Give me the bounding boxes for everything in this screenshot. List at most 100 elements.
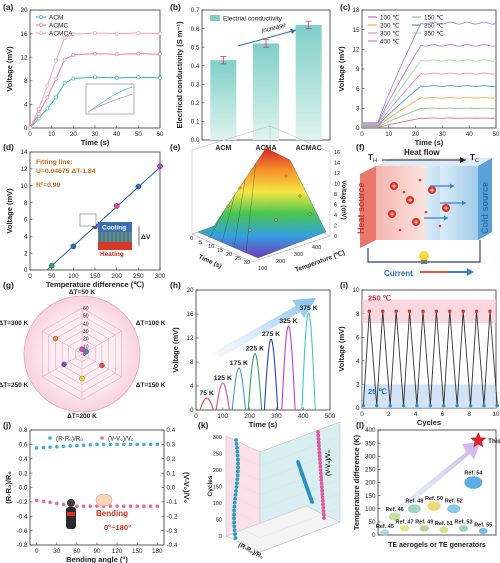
data-point	[158, 52, 162, 57]
data-point	[158, 75, 162, 80]
y2-tick-label: -0.3	[167, 528, 178, 535]
series-line	[247, 353, 263, 411]
y-tick-label: 100	[365, 506, 376, 513]
low-point	[428, 403, 433, 408]
series-label: 75 K	[200, 390, 214, 397]
voltage-point	[41, 499, 46, 504]
series-line	[231, 367, 247, 411]
heating-block	[98, 242, 132, 250]
panel-g: (g) ΔT=50 K ΔT=100 K ΔT=150 K ΔT=200 K ΔT=250…	[0, 280, 166, 420]
resistance-point	[115, 442, 119, 447]
z-axis-label: Cycles	[207, 475, 214, 496]
x-tick-label: 180	[152, 548, 163, 555]
radar-tick-label: 60	[83, 306, 89, 312]
box-edge	[251, 235, 331, 263]
resistance-point	[232, 516, 236, 521]
resistance-point	[232, 508, 237, 513]
z-tick-label: 50	[216, 518, 222, 524]
ref-bubble	[419, 525, 429, 532]
resistance-point	[41, 445, 46, 450]
y-axis-label: (R-R₀)/R₀	[4, 471, 13, 504]
series-label: 325 K	[279, 318, 297, 325]
high-point	[381, 309, 385, 313]
y2-axis-label: (V-V₀)/V₀	[182, 472, 191, 503]
dv-label: ΔV	[141, 234, 151, 241]
voltage-point	[88, 504, 93, 508]
category-label: ACM	[215, 145, 231, 152]
ref-label: Ref. 49	[415, 520, 433, 526]
small-particle	[418, 178, 422, 182]
resistance-point	[88, 442, 93, 447]
arrow-head	[444, 215, 448, 221]
series-label: 175 K	[230, 360, 248, 367]
x-tick-label: 100	[218, 413, 229, 420]
grid-line	[259, 479, 341, 510]
voltage-point	[317, 443, 321, 448]
high-point	[488, 309, 492, 313]
radar-spoke	[81, 330, 122, 355]
radar-axis-label: ΔT=200 K	[67, 413, 97, 420]
y2-tick-label: 0.3	[167, 442, 176, 449]
z-tick-label: 0	[334, 234, 337, 240]
resistance-point	[34, 446, 39, 450]
bar	[295, 24, 322, 140]
y-tick-label: 4	[24, 233, 28, 240]
bar	[253, 43, 279, 140]
high-point	[434, 309, 439, 313]
voltage-point	[319, 485, 324, 489]
x-tick-label: 8	[467, 411, 471, 418]
ref-bubble	[439, 526, 449, 533]
data-point	[54, 95, 58, 100]
high-point	[421, 309, 425, 313]
series-line	[362, 72, 497, 126]
y2-tick-label: 0.0	[167, 485, 176, 492]
z-tick-label: 16	[334, 150, 340, 156]
legend-marker	[39, 31, 43, 35]
x-tick-label: 0	[28, 273, 32, 280]
resistance-point	[48, 445, 52, 449]
y-tick-label: 12	[20, 54, 28, 61]
y-axis-label: Voltage (mV)	[5, 188, 14, 234]
resistance-point	[233, 532, 237, 536]
radar-tick-label: 40	[83, 321, 89, 327]
legend-marker	[39, 23, 43, 27]
data-point	[54, 58, 58, 63]
x-tick-label: 6	[441, 411, 445, 418]
y2-tick-label: 0.2	[167, 456, 176, 463]
y2-tick-label: -0.2	[167, 513, 178, 520]
voltage-point	[135, 504, 139, 508]
y-tick-label: 3	[356, 106, 360, 113]
resistance-point	[135, 442, 139, 447]
panel-label: (a)	[3, 2, 14, 12]
ref-bubble	[388, 512, 401, 521]
y-tick-label: 6	[356, 334, 360, 341]
z-tick-label: 10	[334, 182, 340, 188]
plus-sign: +	[390, 211, 394, 218]
current-label: Current	[384, 269, 413, 278]
legend-label: 350 ℃	[424, 30, 443, 37]
y-tick-label: 20	[186, 287, 194, 294]
series-line	[29, 32, 161, 129]
data-point	[158, 31, 162, 36]
y-tick-label: 0	[356, 405, 360, 412]
meter	[79, 213, 97, 227]
y-tick-label: 8	[24, 200, 28, 207]
fit-equation: U=0.04675 ΔT-1.84	[36, 168, 96, 175]
y-tick-label: 0.6	[191, 26, 200, 33]
grid-line	[259, 436, 341, 467]
series-label: 275 K	[262, 331, 280, 338]
resistance-point	[95, 442, 99, 447]
y2-tick-label: 0.4	[167, 427, 176, 434]
resistance-point	[235, 477, 240, 482]
data-point	[248, 228, 252, 232]
th-sub: H	[373, 158, 377, 164]
data-point	[36, 107, 41, 112]
arrow-head	[290, 29, 296, 34]
x-tick-label: 0	[360, 131, 364, 138]
radar-tick-label: 0	[83, 352, 86, 358]
resistance-point	[235, 449, 240, 454]
ref-label: Ref. 47	[396, 520, 414, 526]
series-line	[29, 53, 161, 129]
panel-label: (e)	[170, 142, 181, 152]
series-label: 375 K	[299, 305, 317, 312]
